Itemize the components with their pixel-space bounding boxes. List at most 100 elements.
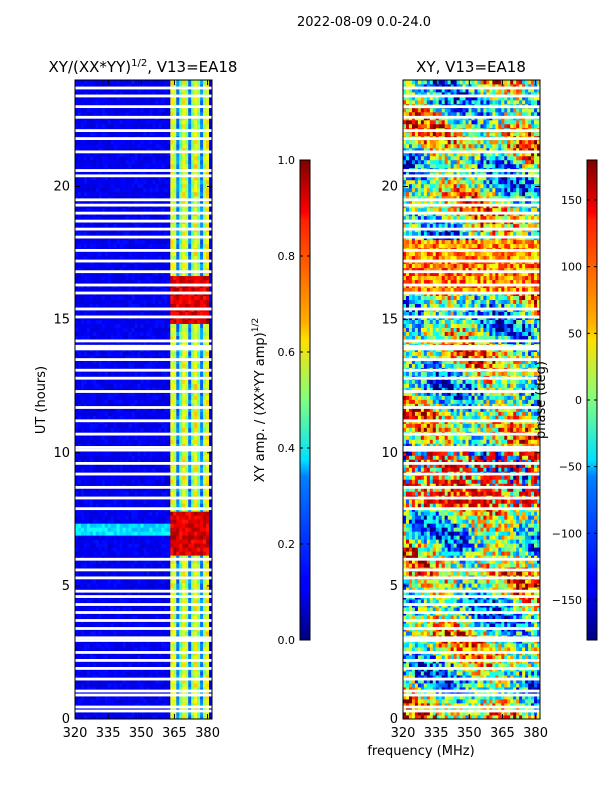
heatmap-cell [110, 303, 115, 308]
heatmap-cell [122, 311, 126, 316]
heatmap-cell [182, 443, 186, 448]
heatmap-cell [137, 699, 141, 704]
heatmap-cell [194, 679, 198, 684]
heatmap-cell [86, 499, 91, 504]
heatmap-cell [203, 615, 207, 620]
heatmap-cell [116, 655, 121, 660]
heatmap-cell [134, 707, 138, 712]
heatmap-cell [137, 519, 141, 524]
heatmap-cell [200, 399, 204, 404]
heatmap-cell [182, 395, 186, 400]
heatmap-cell [95, 475, 100, 480]
heatmap-cell [197, 483, 201, 488]
heatmap-cell [179, 571, 183, 576]
heatmap-cell [116, 515, 121, 520]
heatmap-cell [104, 467, 109, 472]
heatmap-cell [182, 591, 186, 596]
heatmap-cell [104, 715, 109, 720]
heatmap-cell [95, 515, 100, 520]
heatmap-cell [89, 371, 94, 376]
heatmap-cell [86, 383, 91, 388]
heatmap-cell [80, 483, 85, 488]
heatmap-cell [89, 487, 94, 492]
heatmap-cell [95, 571, 100, 576]
heatmap-cell [173, 623, 177, 628]
heatmap-cell [140, 643, 144, 648]
heatmap-cell [161, 491, 165, 496]
heatmap-cell [98, 459, 103, 464]
heatmap-cell [194, 675, 198, 680]
heatmap-cell [131, 663, 135, 668]
heatmap-cell [188, 631, 192, 636]
heatmap-cell [176, 547, 180, 552]
heatmap-cell [83, 395, 88, 400]
heatmap-cell [89, 479, 94, 484]
heatmap-cell [86, 407, 91, 412]
heatmap-cell [200, 311, 204, 316]
heatmap-cell [197, 623, 201, 628]
heatmap-cell [83, 399, 88, 404]
heatmap-cell [137, 327, 141, 332]
heatmap-cell [140, 435, 144, 440]
heatmap-cell [75, 663, 79, 668]
heatmap-cell [95, 443, 100, 448]
heatmap-cell [92, 371, 97, 376]
heatmap-cell [116, 355, 121, 360]
heatmap-cell [110, 415, 115, 420]
heatmap-cell [89, 623, 94, 628]
heatmap-cell [197, 631, 201, 636]
heatmap-cell [158, 411, 162, 416]
heatmap-cell [173, 411, 177, 416]
heatmap-cell [158, 675, 162, 680]
heatmap-cell [95, 671, 100, 676]
heatmap-cell [188, 695, 192, 700]
heatmap-cell [197, 335, 201, 340]
heatmap-cell [152, 299, 156, 304]
heatmap-cell [140, 707, 144, 712]
heatmap-cell [179, 387, 183, 392]
heatmap-cell [209, 331, 213, 336]
heatmap-cell [152, 647, 156, 652]
heatmap-cell [101, 587, 106, 592]
heatmap-cell [161, 287, 165, 293]
heatmap-cell [86, 387, 91, 392]
heatmap-cell [203, 715, 207, 720]
heatmap-cell [170, 647, 174, 652]
heatmap-cell [167, 683, 171, 688]
heatmap-cell [95, 299, 100, 304]
heatmap-cell [188, 479, 192, 484]
heatmap-cell [104, 423, 109, 428]
heatmap-cell [77, 599, 82, 604]
heatmap-cell [83, 491, 88, 496]
heatmap-cell [116, 299, 121, 304]
heatmap-cell [176, 499, 180, 504]
heatmap-cell [194, 327, 198, 332]
heatmap-cell [80, 695, 85, 700]
heatmap-cell [104, 407, 109, 412]
heatmap-cell [95, 355, 100, 360]
heatmap-cell [173, 519, 177, 524]
heatmap-cell [95, 563, 100, 568]
heatmap-cell [176, 607, 180, 612]
heatmap-cell [200, 687, 204, 692]
heatmap-cell [149, 707, 153, 712]
heatmap-cell [104, 359, 109, 364]
heatmap-cell [125, 475, 129, 480]
heatmap-cell [188, 439, 192, 444]
heatmap-cell [188, 615, 192, 620]
heatmap-cell [164, 555, 168, 560]
heatmap-cell [152, 475, 156, 480]
heatmap-cell [194, 391, 198, 396]
heatmap-cell [191, 607, 195, 612]
heatmap-cell [200, 455, 204, 460]
heatmap-cell [116, 295, 121, 300]
heatmap-cell [95, 423, 100, 428]
heatmap-cell [197, 491, 201, 496]
heatmap-cell [209, 523, 213, 528]
heatmap-cell [182, 351, 186, 356]
heatmap-cell [104, 331, 109, 336]
heatmap-cell [158, 483, 162, 488]
heatmap-cell [119, 711, 123, 716]
heatmap-cell [77, 415, 82, 420]
heatmap-cell [149, 555, 153, 560]
